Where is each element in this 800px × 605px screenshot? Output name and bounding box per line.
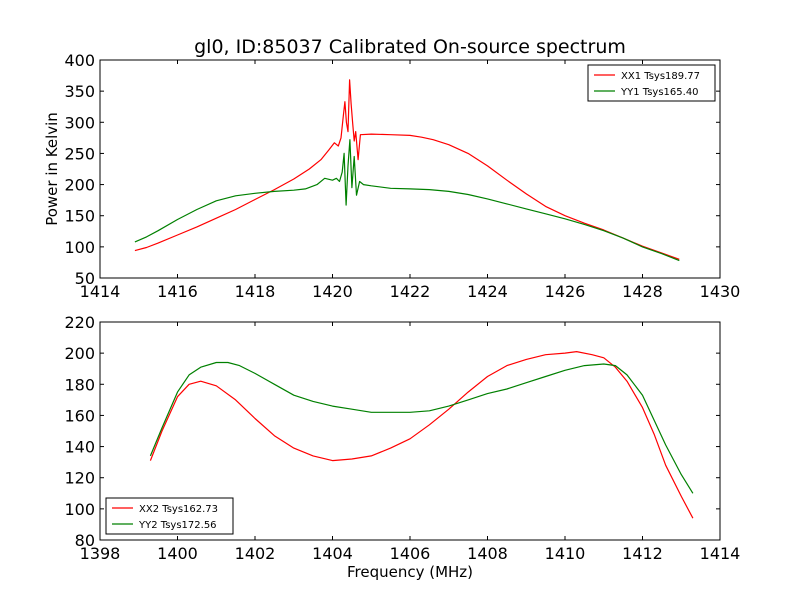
legend-label-xx2-tsys162-73: XX2 Tsys162.73 [139,504,218,515]
legend-label-yy2-tsys172-56: YY2 Tsys172.56 [138,520,217,531]
bottom-plot-lines [149,351,694,519]
series-line-yy1-tsys165-40 [134,139,680,262]
bottom-panel: 1398 1400 1402 1404 1406 1408 1410 1412 1414 80 10… [64,313,740,563]
bottom-axes-frame [99,321,721,541]
bottom-x-tick-label: 1412 [622,544,663,563]
top-y-tick-label: 150 [64,207,95,226]
top-plot-lines [134,79,680,262]
bottom-x-tick-label: 1408 [467,544,508,563]
x-axis-label: Frequency (MHz) [347,563,473,581]
top-x-tick-label: 1428 [622,282,663,301]
bottom-y-tick-label: 160 [64,406,95,425]
bottom-y-tick-label: 200 [64,344,95,363]
bottom-y-tick-label: 100 [64,500,95,519]
bottom-x-tick-label: 1402 [235,544,276,563]
top-x-tick-label: 1430 [700,282,741,301]
top-panel: 1414 1416 1418 1420 1422 1424 1426 1428 1430 50 10… [43,51,740,301]
top-y-tick-label: 100 [64,238,95,257]
bottom-x-tick-label: 1404 [312,544,353,563]
top-x-tick-label: 1422 [390,282,431,301]
legend-label-yy1-tsys165-40: YY1 Tsys165.40 [620,87,699,98]
top-y-tick-label: 300 [64,113,95,132]
bottom-y-tick-label: 140 [64,438,95,457]
bottom-y-tick-label: 120 [64,469,95,488]
series-line-yy2-tsys172-56 [149,361,694,494]
top-y-tick-label: 350 [64,82,95,101]
bottom-x-tick-label: 1414 [700,544,741,563]
bottom-legend: XX2 Tsys162.73 YY2 Tsys172.56 [105,497,234,535]
bottom-y-tick-label: 80 [75,531,95,550]
top-y-axis-label: Power in Kelvin [43,112,61,226]
series-line-xx2-tsys162-73 [149,351,694,519]
top-x-tick-label: 1414 [80,282,121,301]
bottom-x-tick-label: 1410 [545,544,586,563]
series-line-xx1-tsys189-77 [134,79,680,260]
bottom-ticks: 1398 1400 1402 1404 1406 1408 1410 1412 1414 80 10… [64,313,740,563]
top-y-tick-label: 200 [64,176,95,195]
top-x-tick-label: 1426 [545,282,586,301]
top-y-tick-label: 400 [64,51,95,70]
top-axes-frame [99,59,721,279]
top-y-tick-label: 250 [64,144,95,163]
chart-title: gl0, ID:85037 Calibrated On-source spect… [194,36,626,58]
top-x-tick-label: 1416 [157,282,198,301]
bottom-x-tick-label: 1406 [390,544,431,563]
top-x-tick-label: 1420 [312,282,353,301]
bottom-y-tick-label: 180 [64,375,95,394]
bottom-y-tick-label: 220 [64,313,95,332]
bottom-legend-box [105,497,234,535]
bottom-x-tick-label: 1398 [80,544,121,563]
top-x-tick-label: 1424 [467,282,508,301]
top-legend-box [587,64,716,102]
top-y-tick-label: 50 [75,269,95,288]
legend-label-xx1-tsys189-77: XX1 Tsys189.77 [621,71,700,82]
top-ticks: 1414 1416 1418 1420 1422 1424 1426 1428 1430 50 10… [64,51,740,301]
bottom-x-tick-label: 1400 [157,544,198,563]
top-x-tick-label: 1418 [235,282,276,301]
top-legend: XX1 Tsys189.77 YY1 Tsys165.40 [587,64,716,102]
